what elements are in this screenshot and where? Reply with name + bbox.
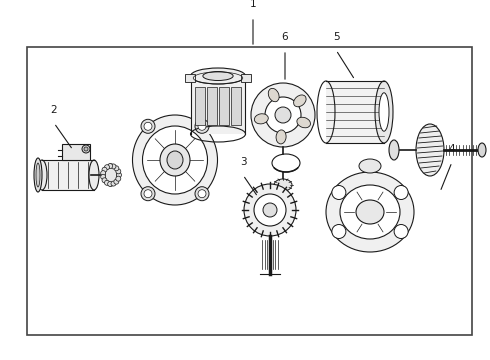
Text: 5: 5 [333,32,339,42]
Ellipse shape [167,151,183,169]
Circle shape [275,107,291,123]
Circle shape [82,145,90,153]
Bar [185,74,195,82]
Ellipse shape [34,158,42,192]
Ellipse shape [36,163,40,187]
Ellipse shape [191,68,245,84]
Ellipse shape [276,130,286,144]
Text: 1: 1 [250,0,256,9]
Bar [231,87,241,125]
Ellipse shape [294,95,306,107]
Ellipse shape [111,164,116,169]
Ellipse shape [108,181,113,186]
Bar [42,160,94,190]
Text: 2: 2 [50,105,57,115]
Circle shape [244,184,296,236]
Ellipse shape [375,81,393,143]
Bar [27,47,472,335]
Ellipse shape [274,179,292,191]
Ellipse shape [104,180,109,185]
Circle shape [394,225,408,239]
Ellipse shape [100,171,106,176]
Ellipse shape [143,126,207,194]
Circle shape [332,185,346,199]
Ellipse shape [105,164,117,186]
Ellipse shape [102,167,107,172]
Circle shape [394,185,408,199]
Circle shape [198,190,206,198]
Ellipse shape [195,187,209,201]
Ellipse shape [114,166,119,171]
Ellipse shape [416,124,444,176]
Ellipse shape [104,165,109,170]
Circle shape [251,83,315,147]
Bar [241,74,251,82]
Circle shape [332,225,346,239]
Bar [62,144,90,160]
Ellipse shape [89,160,99,190]
Ellipse shape [254,114,269,124]
Bar [191,76,246,134]
Ellipse shape [160,144,190,176]
Ellipse shape [389,140,399,160]
Circle shape [265,97,301,133]
Ellipse shape [100,174,106,179]
Ellipse shape [340,185,400,239]
Ellipse shape [116,176,121,181]
Ellipse shape [132,115,218,205]
Bar [219,87,229,125]
Ellipse shape [117,172,122,177]
Ellipse shape [269,88,279,102]
Circle shape [198,122,206,130]
Ellipse shape [326,172,414,252]
Ellipse shape [108,163,113,168]
Circle shape [254,194,286,226]
Ellipse shape [141,187,155,201]
Ellipse shape [356,200,384,224]
Ellipse shape [297,117,311,128]
Circle shape [144,190,152,198]
Bar [195,87,205,125]
Circle shape [263,203,277,217]
Ellipse shape [203,72,233,81]
Circle shape [144,122,152,130]
Text: 4: 4 [449,144,455,154]
Text: 6: 6 [282,32,288,42]
Ellipse shape [116,169,121,174]
Ellipse shape [379,93,389,131]
Ellipse shape [102,178,107,183]
Bar [207,87,217,125]
Ellipse shape [114,179,119,184]
Ellipse shape [141,119,155,133]
Circle shape [84,147,88,151]
Ellipse shape [195,119,209,133]
Ellipse shape [37,160,47,190]
Ellipse shape [359,159,381,173]
Ellipse shape [111,181,116,186]
Ellipse shape [478,143,486,157]
Text: 3: 3 [240,157,246,167]
Bar [326,81,384,143]
